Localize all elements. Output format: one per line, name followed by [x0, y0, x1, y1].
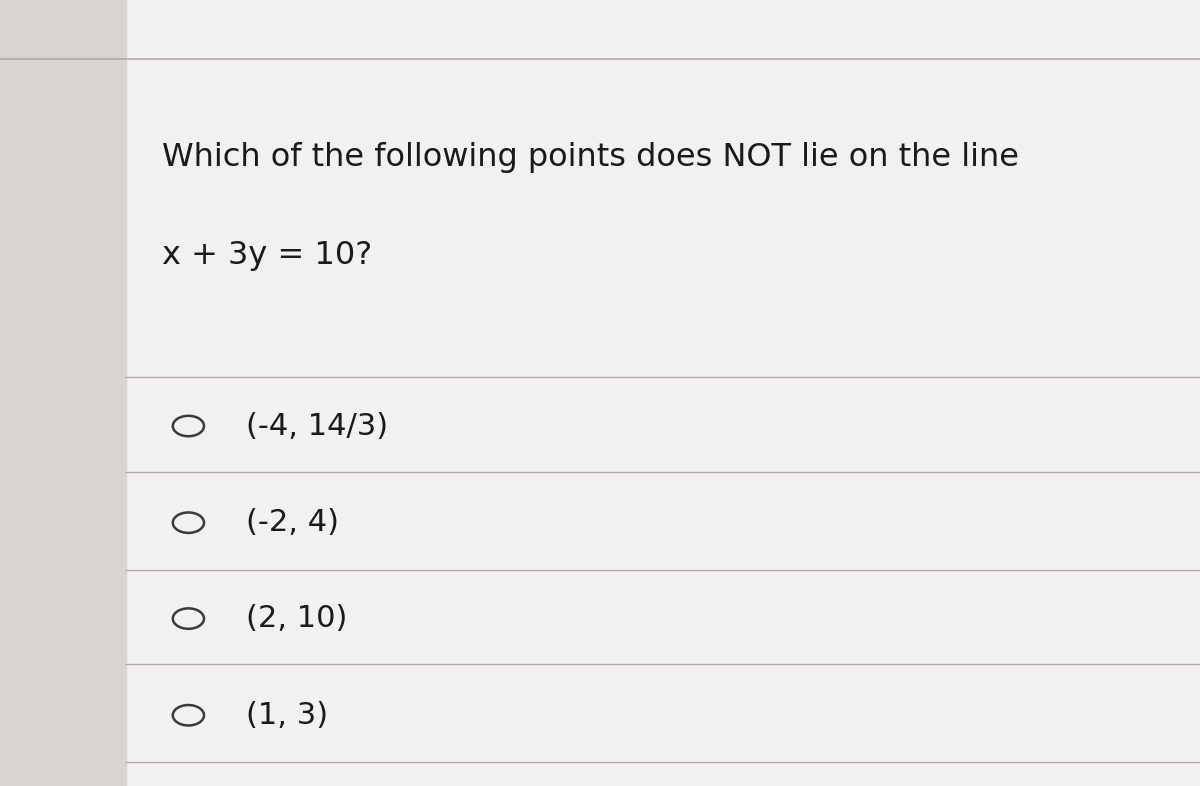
Text: (-2, 4): (-2, 4)	[246, 509, 340, 537]
Bar	[0, 0, 126, 786]
Text: (2, 10): (2, 10)	[246, 604, 347, 633]
Text: (-4, 14/3): (-4, 14/3)	[246, 412, 388, 440]
Text: x + 3y = 10?: x + 3y = 10?	[162, 240, 372, 271]
Text: (1, 3): (1, 3)	[246, 701, 328, 729]
Text: Which of the following points does NOT lie on the line: Which of the following points does NOT l…	[162, 141, 1019, 173]
